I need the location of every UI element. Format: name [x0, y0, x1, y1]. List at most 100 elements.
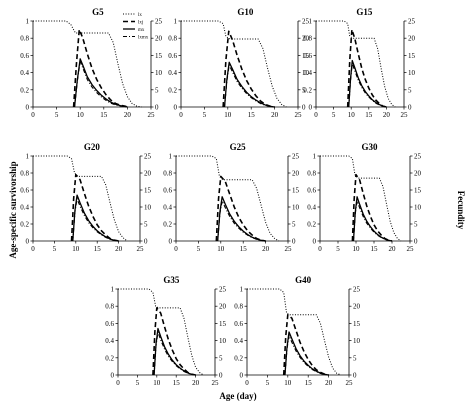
y-right-tick-label: 10 [219, 337, 227, 345]
x-tick-label: 0 [245, 379, 249, 387]
y-right-tick-label: 20 [414, 170, 422, 178]
y-left-tick-label: 0.2 [105, 354, 114, 362]
series-lxmx [223, 64, 275, 108]
series-lxj [346, 28, 387, 108]
x-tick-label: 20 [325, 379, 333, 387]
y-right-tick-label: 0 [408, 104, 412, 112]
y-left-tick-label: 0.8 [307, 170, 316, 178]
x-tick-label: 5 [197, 245, 201, 253]
y-left-tick-label: 0.2 [168, 86, 177, 94]
y-right-tick-label: 10 [144, 204, 152, 212]
y-right-tick-label: 15 [414, 187, 422, 195]
x-tick-label: 10 [72, 245, 80, 253]
x-tick-label: 20 [124, 111, 132, 119]
y-right-tick-label: 15 [353, 320, 361, 328]
x-tick-label: 5 [336, 245, 340, 253]
y-right-tick-label: 25 [302, 18, 310, 26]
y-right-tick-label: 15 [292, 187, 300, 195]
y-left-tick-label: 1 [169, 153, 173, 161]
x-tick-label: 15 [365, 111, 373, 119]
series-mx [352, 196, 393, 242]
y-left-tick-label: 0.4 [20, 69, 29, 77]
y-left-tick-label: 0 [313, 238, 317, 246]
panel-title: G30 [361, 142, 378, 152]
x-tick-label: 5 [266, 379, 270, 387]
y-left-tick-label: 0.2 [163, 221, 172, 229]
y-right-tick-label: 0 [144, 238, 148, 246]
y-left-tick-label: 0.6 [307, 187, 316, 195]
y-right-tick-label: 20 [408, 35, 416, 43]
series-mx [73, 58, 128, 108]
y-left-tick-label: 0 [169, 238, 173, 246]
x-tick-label: 10 [217, 245, 225, 253]
y-right-tick-label: 5 [353, 354, 357, 362]
legend: lx lxj mx lxmx [123, 13, 149, 41]
y-right-tick-label: 0 [292, 238, 296, 246]
y-left-tick-label: 0.6 [303, 52, 312, 60]
y-right-tick-label: 5 [144, 221, 148, 229]
x-tick-label: 15 [371, 245, 379, 253]
x-tick-label: 10 [348, 111, 356, 119]
y-right-tick-label: 10 [292, 204, 300, 212]
x-tick-label: 25 [137, 245, 145, 253]
y-left-tick-label: 1 [309, 18, 313, 26]
series-lx [118, 288, 204, 376]
y-left-tick-label: 0.4 [105, 337, 114, 345]
legend-label: mx [138, 28, 145, 33]
panel-title: G35 [163, 275, 180, 285]
panel-title: G15 [356, 7, 373, 17]
x-tick-label: 5 [55, 111, 59, 119]
right-axis-label: Fecundity [456, 191, 466, 230]
y-left-tick-label: 1 [26, 18, 30, 26]
x-tick-label: 15 [305, 379, 313, 387]
y-right-tick-label: 0 [353, 372, 357, 380]
x-tick-label: 0 [318, 245, 322, 253]
x-tick-label: 15 [248, 111, 256, 119]
y-left-tick-label: 0.8 [20, 170, 29, 178]
y-left-tick-label: 0.6 [234, 320, 243, 328]
panel-title: G5 [92, 7, 104, 17]
y-left-tick-label: 0.6 [20, 187, 29, 195]
x-tick-label: 5 [203, 111, 207, 119]
series-mx [153, 327, 196, 376]
y-left-tick-label: 0.4 [307, 204, 316, 212]
series-lx [247, 288, 342, 376]
y-left-tick-label: 0 [174, 104, 178, 112]
x-tick-label: 0 [174, 245, 178, 253]
y-right-tick-label: 25 [155, 18, 163, 26]
series-lx [316, 20, 396, 108]
y-right-tick-label: 25 [353, 286, 361, 294]
y-right-tick-label: 15 [155, 52, 163, 60]
series-lx [181, 20, 287, 108]
series-mx [348, 59, 387, 108]
series-lxmx [217, 200, 266, 242]
series-lxj [72, 28, 128, 108]
x-tick-label: 15 [100, 111, 108, 119]
y-left-tick-label: 0.4 [168, 69, 177, 77]
y-right-tick-label: 20 [219, 303, 227, 311]
x-tick-label: 0 [179, 111, 183, 119]
x-tick-label: 20 [383, 111, 391, 119]
y-left-tick-label: 0 [26, 104, 30, 112]
x-tick-label: 25 [346, 379, 354, 387]
y-left-tick-label: 0 [309, 104, 313, 112]
x-tick-label: 5 [53, 245, 57, 253]
panel-title: G25 [230, 142, 247, 152]
y-left-tick-label: 0.4 [234, 337, 243, 345]
y-left-tick-label: 0.4 [303, 69, 312, 77]
series-lxmx [348, 63, 387, 108]
y-left-tick-label: 0 [240, 372, 244, 380]
y-right-tick-label: 20 [353, 303, 361, 311]
series-lxmx [73, 61, 128, 108]
y-right-tick-label: 15 [144, 187, 152, 195]
x-tick-label: 0 [116, 379, 120, 387]
x-tick-label: 20 [271, 111, 279, 119]
left-axis-label: Age-specific survivorship [8, 161, 18, 258]
y-left-tick-label: 1 [313, 153, 317, 161]
x-axis-label: Age (day) [219, 391, 256, 401]
